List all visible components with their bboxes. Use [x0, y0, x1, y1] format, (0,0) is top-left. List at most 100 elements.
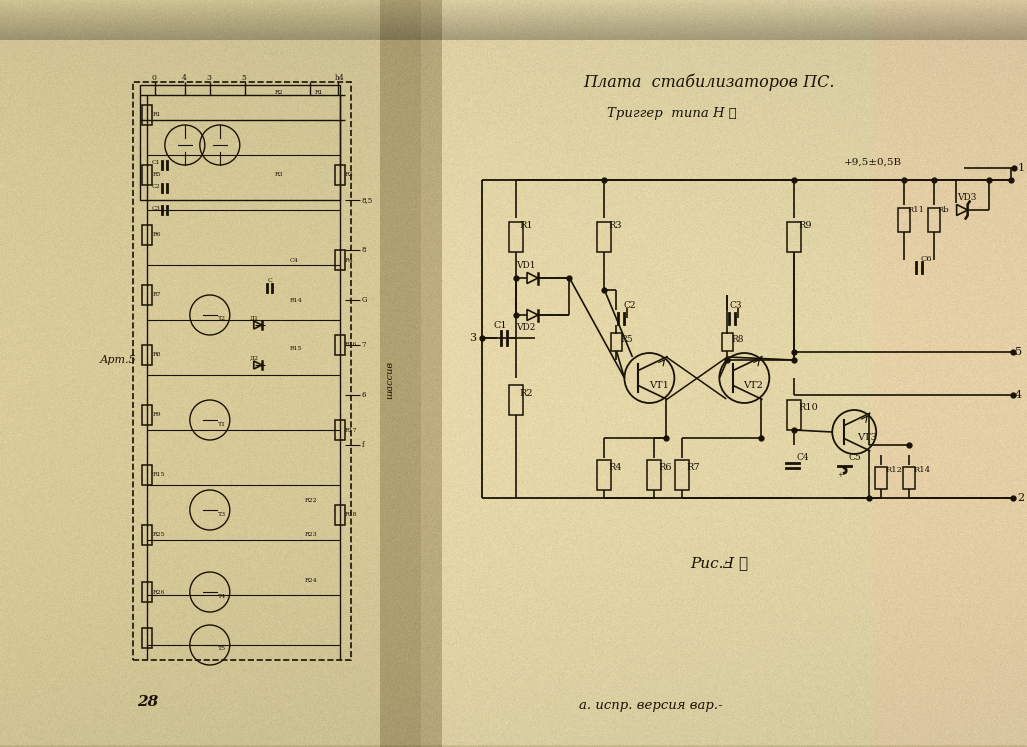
- Text: T5: T5: [218, 646, 226, 651]
- Text: Рис.Ⅎ ⒪: Рис.Ⅎ ⒪: [690, 556, 749, 570]
- Text: 28: 28: [138, 695, 158, 709]
- Text: R7: R7: [153, 293, 161, 297]
- Text: VD2: VD2: [517, 323, 536, 332]
- Text: R16: R16: [345, 343, 357, 347]
- Text: R10: R10: [798, 403, 819, 412]
- Text: h4: h4: [335, 74, 344, 82]
- Text: 8,5: 8,5: [362, 196, 373, 204]
- Text: R14: R14: [290, 297, 303, 303]
- Text: C2: C2: [623, 300, 636, 309]
- Text: а. испр. версия вар.-: а. испр. версия вар.-: [579, 699, 723, 713]
- Text: C6: C6: [920, 255, 931, 263]
- Bar: [899, 208, 910, 232]
- Text: C1: C1: [152, 161, 160, 166]
- Bar: [335, 165, 345, 185]
- Text: Плата  стабилизаторов ПС.: Плата стабилизаторов ПС.: [583, 73, 835, 90]
- Bar: [335, 420, 345, 440]
- Bar: [142, 105, 152, 125]
- Text: C4: C4: [290, 258, 299, 262]
- Text: 2: 2: [1017, 493, 1024, 503]
- Text: VD3: VD3: [957, 193, 977, 202]
- Text: 6: 6: [362, 391, 367, 399]
- Bar: [903, 467, 915, 489]
- Text: R3: R3: [345, 173, 353, 178]
- Text: 1: 1: [1018, 163, 1025, 173]
- Text: R15: R15: [153, 473, 165, 477]
- Text: C2: C2: [152, 184, 160, 188]
- Text: T3: T3: [218, 512, 226, 516]
- Text: C: C: [268, 279, 272, 284]
- Text: R1: R1: [153, 113, 161, 117]
- Text: f: f: [362, 441, 365, 449]
- Text: R9: R9: [798, 220, 811, 229]
- Bar: [335, 335, 345, 355]
- Bar: [508, 385, 523, 415]
- Text: Триггер  типа Н ⒪: Триггер типа Н ⒪: [607, 107, 736, 120]
- Text: 5: 5: [1015, 347, 1022, 357]
- Text: R6: R6: [153, 232, 161, 238]
- Text: 4: 4: [182, 74, 187, 82]
- Bar: [676, 460, 689, 490]
- Bar: [611, 333, 622, 351]
- Text: R1: R1: [314, 90, 324, 95]
- Text: Rb: Rb: [938, 206, 949, 214]
- Text: Д2: Д2: [250, 356, 259, 361]
- Bar: [142, 285, 152, 305]
- Bar: [508, 222, 523, 252]
- Bar: [335, 505, 345, 525]
- Text: R8: R8: [731, 335, 744, 344]
- Bar: [647, 460, 661, 490]
- Text: VD1: VD1: [517, 261, 536, 270]
- Text: R15: R15: [290, 346, 302, 350]
- Text: 7: 7: [362, 341, 367, 349]
- Text: C4: C4: [796, 453, 809, 462]
- Text: R23: R23: [305, 533, 317, 538]
- Text: R17: R17: [345, 427, 357, 433]
- Text: 4: 4: [1015, 390, 1022, 400]
- Text: R6: R6: [658, 462, 672, 471]
- Text: VT2: VT2: [744, 382, 763, 391]
- Text: R4: R4: [608, 462, 622, 471]
- Text: T4: T4: [218, 594, 226, 598]
- Text: Арт.5: Арт.5: [100, 355, 137, 365]
- Text: R14: R14: [913, 466, 930, 474]
- Text: R9: R9: [153, 412, 161, 418]
- Bar: [788, 400, 801, 430]
- Text: +9,5±0,5В: +9,5±0,5В: [844, 158, 903, 167]
- Text: R18: R18: [345, 512, 357, 518]
- Bar: [142, 525, 152, 545]
- Text: T1: T1: [218, 421, 226, 427]
- Bar: [875, 467, 887, 489]
- Text: R11: R11: [907, 206, 924, 214]
- Text: R7: R7: [686, 462, 700, 471]
- Bar: [132, 82, 350, 660]
- Text: шассив: шассив: [385, 361, 394, 399]
- Text: C5: C5: [848, 453, 861, 462]
- Text: 5: 5: [241, 74, 246, 82]
- Text: R22: R22: [305, 498, 317, 503]
- Text: R4: R4: [345, 258, 353, 262]
- Text: R5: R5: [620, 335, 633, 344]
- Text: R25: R25: [153, 533, 165, 538]
- Bar: [142, 582, 152, 602]
- Text: R8: R8: [153, 353, 161, 358]
- Bar: [598, 222, 611, 252]
- Text: 8: 8: [362, 246, 367, 254]
- Text: VT3: VT3: [858, 433, 877, 442]
- Text: C1: C1: [494, 321, 507, 330]
- Bar: [335, 250, 345, 270]
- Text: R2: R2: [275, 90, 283, 95]
- Bar: [142, 628, 152, 648]
- Bar: [928, 208, 940, 232]
- Text: T2: T2: [218, 317, 226, 321]
- Text: 0: 0: [152, 74, 157, 82]
- Bar: [142, 225, 152, 245]
- Text: R5: R5: [153, 173, 161, 178]
- Text: +: +: [837, 471, 843, 479]
- Bar: [722, 333, 733, 351]
- Text: R24: R24: [305, 577, 317, 583]
- Bar: [598, 460, 611, 490]
- Text: G: G: [362, 296, 368, 304]
- Text: 3: 3: [469, 333, 477, 343]
- Text: R3: R3: [275, 173, 283, 178]
